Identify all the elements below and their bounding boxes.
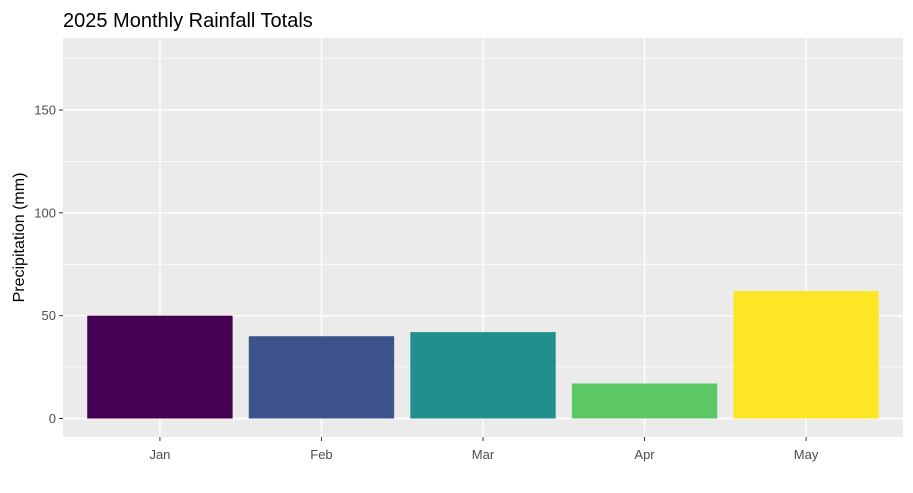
x-tick-label: Jan bbox=[149, 447, 170, 462]
y-axis: 0 50 100 150 bbox=[34, 102, 63, 426]
y-axis-label: Precipitation (mm) bbox=[11, 173, 28, 303]
y-tick-label: 150 bbox=[34, 102, 56, 117]
bar-mar bbox=[410, 332, 556, 419]
x-tick-label: Feb bbox=[310, 447, 332, 462]
bars bbox=[87, 290, 879, 419]
x-tick-label: Mar bbox=[472, 447, 495, 462]
bar-apr bbox=[571, 383, 718, 419]
x-tick-label: Apr bbox=[634, 447, 655, 462]
bar-feb bbox=[248, 336, 395, 419]
y-tick-label: 100 bbox=[34, 205, 56, 220]
y-tick-label: 50 bbox=[42, 308, 56, 323]
x-tick-label: May bbox=[794, 447, 819, 462]
y-tick-label: 0 bbox=[49, 411, 56, 426]
chart-title: 2025 Monthly Rainfall Totals bbox=[63, 10, 313, 32]
x-axis: Jan Feb Mar Apr May bbox=[149, 437, 819, 462]
bar-may bbox=[733, 290, 879, 419]
bar-jan bbox=[87, 315, 233, 419]
